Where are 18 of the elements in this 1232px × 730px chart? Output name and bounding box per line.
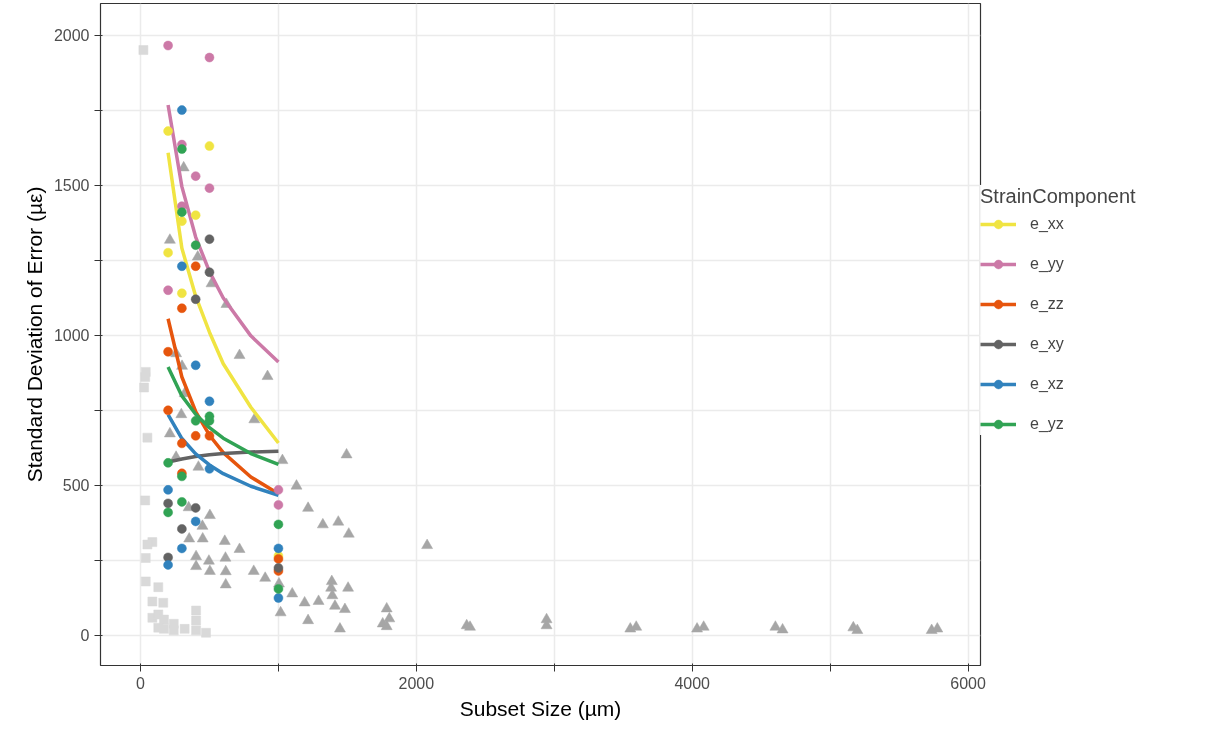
y-tick-label: 0 <box>80 627 90 645</box>
legend-label: e_zz <box>1030 295 1064 313</box>
x-tick-label: 2000 <box>398 674 435 692</box>
legend-label: e_xx <box>1030 215 1064 233</box>
legend-label: e_xz <box>1030 375 1064 393</box>
legend-label: e_yz <box>1030 415 1064 433</box>
x-tick-label: 6000 <box>950 674 986 692</box>
x-tick-label: 0 <box>136 674 146 692</box>
legend-label: e_xy <box>1030 335 1064 353</box>
y-tick-label: 2000 <box>53 27 90 45</box>
y-tick-label: 1500 <box>53 177 90 195</box>
x-tick-label: 4000 <box>674 674 711 692</box>
y-tick-label: 1000 <box>53 327 90 345</box>
legend-label: e_yy <box>1030 255 1064 273</box>
x-axis-title: Subset Size (µm) <box>459 696 622 720</box>
y-axis-title: Standard Deviation of Error (µε) <box>22 186 46 483</box>
legend-title: StrainComponent <box>980 185 1136 208</box>
y-tick-label: 500 <box>62 477 90 495</box>
